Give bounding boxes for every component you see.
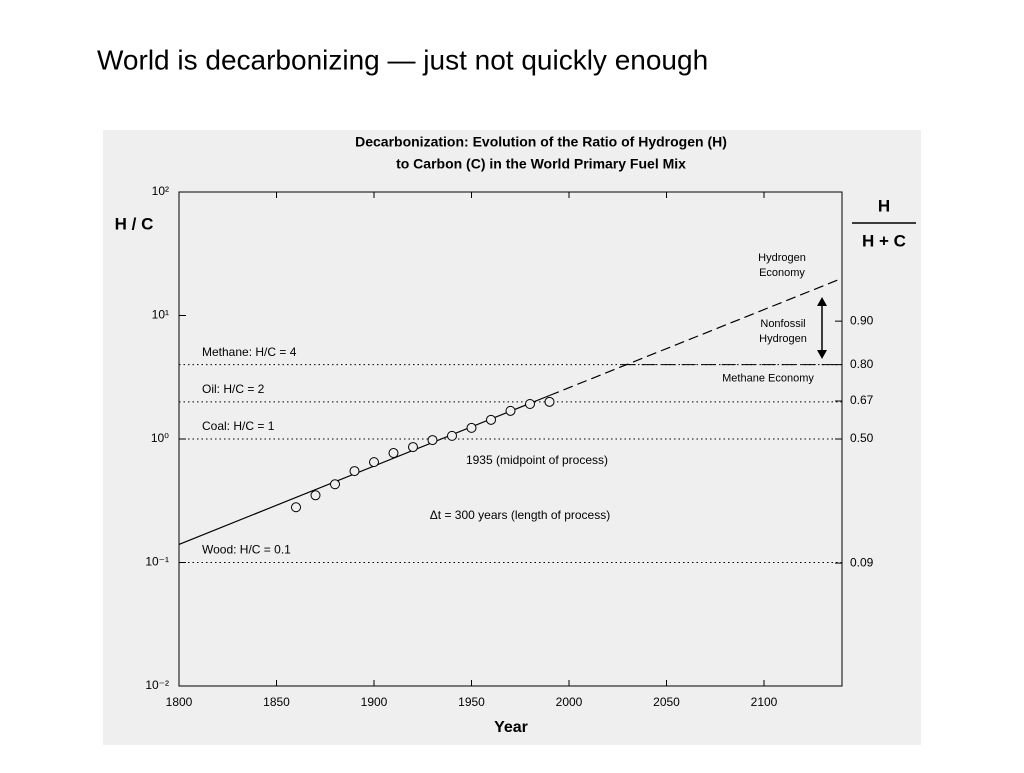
y2-tick-label: 0.67 xyxy=(850,393,874,407)
methane-economy-label: Methane Economy xyxy=(722,373,814,385)
reference-label: Wood: H/C = 0.1 xyxy=(202,543,291,557)
chart-panel xyxy=(103,130,921,745)
y2-axis-title: H xyxy=(878,196,890,215)
x-tick-label: 1800 xyxy=(166,695,193,709)
data-point xyxy=(349,466,360,477)
data-point xyxy=(408,442,418,453)
x-axis-title: Year xyxy=(494,719,528,736)
data-point xyxy=(466,422,477,433)
y2-tick-label: 0.09 xyxy=(850,555,874,569)
slide-title: World is decarbonizing — just not quickl… xyxy=(97,44,708,75)
y2-tick-label: 0.80 xyxy=(850,357,874,371)
reference-label: Methane: H/C = 4 xyxy=(202,345,297,359)
data-point xyxy=(291,502,301,513)
y-tick-label: 10⁰ xyxy=(151,431,169,445)
x-tick-label: 1850 xyxy=(263,695,290,709)
data-point xyxy=(330,479,340,490)
reference-label: Coal: H/C = 1 xyxy=(202,419,275,433)
x-tick-label: 1950 xyxy=(458,695,485,709)
annotation: Δt = 300 years (length of process) xyxy=(430,508,610,522)
y2-tick-label: 0.50 xyxy=(850,431,874,445)
x-tick-label: 2000 xyxy=(556,695,583,709)
arrow-head xyxy=(817,297,827,306)
annotation: Nonfossil xyxy=(760,318,805,330)
x-tick-label: 1900 xyxy=(361,695,388,709)
trend-projection xyxy=(549,277,843,397)
annotation: Hydrogen xyxy=(758,252,806,264)
data-point xyxy=(544,396,555,407)
y-tick-label: 10² xyxy=(152,184,169,198)
y-tick-label: 10¹ xyxy=(152,308,169,322)
y-tick-label: 10⁻¹ xyxy=(145,555,169,569)
data-point xyxy=(505,405,516,416)
reference-label: Oil: H/C = 2 xyxy=(202,382,265,396)
x-tick-label: 2100 xyxy=(751,695,778,709)
y2-axis-title: H + C xyxy=(862,231,906,250)
y2-tick-label: 0.90 xyxy=(850,313,874,327)
annotation: 1935 (midpoint of process) xyxy=(466,453,608,467)
x-tick-label: 2050 xyxy=(653,695,680,709)
data-point xyxy=(388,448,399,459)
data-point xyxy=(486,414,496,425)
annotation: Hydrogen xyxy=(759,333,807,345)
data-point xyxy=(525,399,535,410)
chart-title: to Carbon (C) in the World Primary Fuel … xyxy=(396,156,686,172)
chart-title: Decarbonization: Evolution of the Ratio … xyxy=(355,134,727,150)
data-point xyxy=(427,435,438,446)
annotation: Economy xyxy=(759,267,805,279)
y-axis-title: H / C xyxy=(115,214,154,233)
data-point xyxy=(310,490,321,501)
data-point xyxy=(447,430,457,441)
arrow-head xyxy=(817,350,827,359)
data-point xyxy=(369,457,379,468)
y-tick-label: 10⁻² xyxy=(145,678,169,692)
